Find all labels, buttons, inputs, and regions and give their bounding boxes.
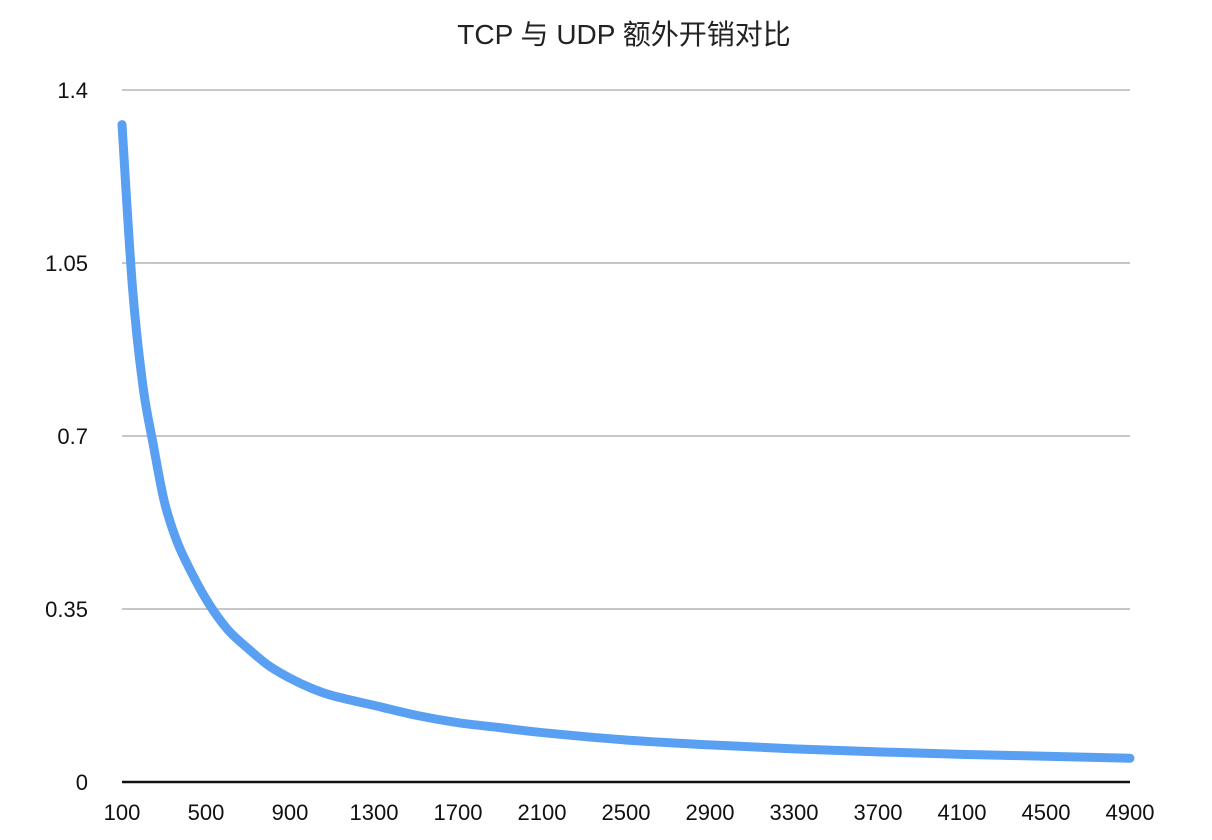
x-axis-ticks: 100 500 900 1300 1700 2100 2500 2900 3300 3700 410… xyxy=(104,800,1155,825)
x-tick-label: 1300 xyxy=(350,800,399,825)
y-tick-label: 0.35 xyxy=(45,597,88,622)
x-tick-label: 4100 xyxy=(938,800,987,825)
x-tick-label: 2500 xyxy=(602,800,651,825)
y-tick-label: 0.7 xyxy=(57,424,88,449)
x-tick-label: 100 xyxy=(104,800,141,825)
y-tick-label: 1.4 xyxy=(57,78,88,103)
series-layer xyxy=(117,120,1135,763)
x-tick-label: 900 xyxy=(272,800,309,825)
x-tick-label: 2100 xyxy=(518,800,567,825)
grid-lines xyxy=(122,89,1130,610)
x-tick-label: 3300 xyxy=(770,800,819,825)
series-line-0 xyxy=(117,120,1135,763)
x-tick-label: 500 xyxy=(188,800,225,825)
x-tick-label: 2900 xyxy=(686,800,735,825)
x-tick-label: 3700 xyxy=(854,800,903,825)
y-tick-label: 0 xyxy=(76,770,88,795)
x-tick-label: 4500 xyxy=(1022,800,1071,825)
y-axis-ticks: 0 0.35 0.7 1.05 1.4 xyxy=(45,78,88,795)
x-tick-label: 4900 xyxy=(1106,800,1155,825)
y-tick-label: 1.05 xyxy=(45,251,88,276)
x-tick-label: 1700 xyxy=(434,800,483,825)
chart-title: TCP 与 UDP 额外开销对比 xyxy=(457,19,790,50)
